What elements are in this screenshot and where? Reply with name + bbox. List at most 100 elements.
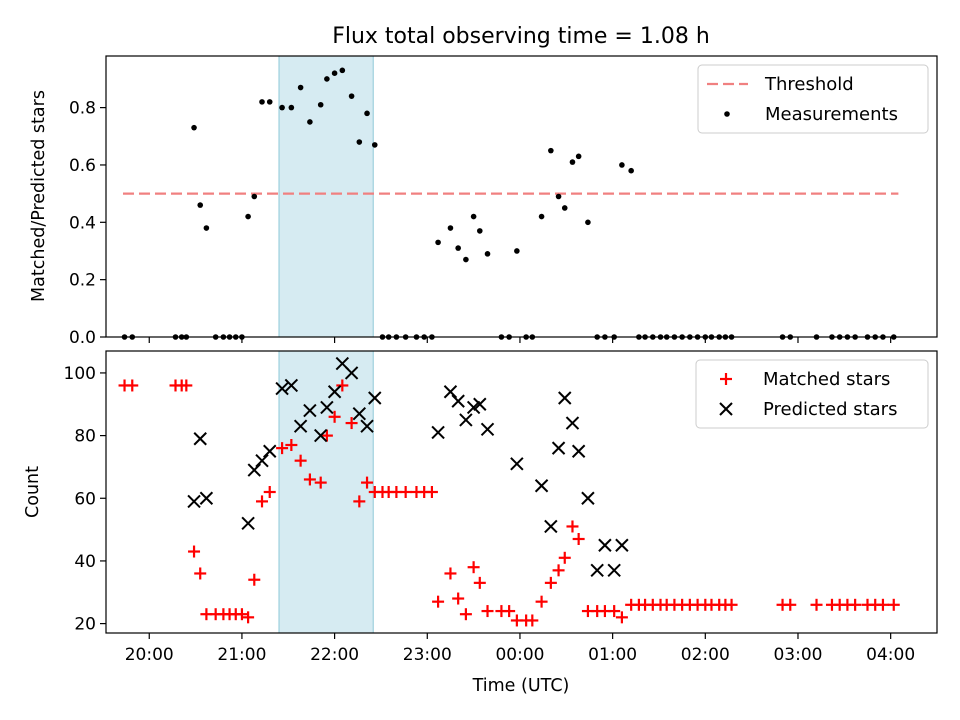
matched-star-point bbox=[285, 439, 298, 451]
measurement-point bbox=[371, 142, 378, 148]
predicted-star-point-b bbox=[581, 491, 595, 505]
chart-title: Flux total observing time = 1.08 h bbox=[332, 24, 710, 49]
predicted-star-point-b bbox=[293, 419, 308, 433]
predicted-star-point bbox=[275, 381, 289, 396]
matched-star-point bbox=[452, 592, 465, 605]
predicted-star-point-b bbox=[352, 406, 367, 421]
predicted-star-point bbox=[551, 441, 566, 455]
matched-star-point bbox=[235, 608, 248, 621]
matched-star-point bbox=[256, 495, 269, 508]
ratio-plot-frame bbox=[105, 55, 938, 338]
matched-star-point bbox=[558, 551, 571, 564]
predicted-star-point-b bbox=[431, 425, 445, 440]
predicted-star-point-b bbox=[187, 494, 201, 509]
measurement-point bbox=[447, 225, 454, 231]
x-tick-label: 01:00 bbox=[588, 645, 637, 665]
predicted-star-point-b bbox=[473, 397, 487, 411]
measurement-point bbox=[191, 124, 197, 131]
predicted-star-point bbox=[255, 453, 269, 468]
predicted-star-point-b bbox=[590, 563, 604, 578]
predicted-star-point-b bbox=[313, 428, 328, 443]
x-tick-label: 02:00 bbox=[681, 645, 730, 665]
ratio-legend-box bbox=[697, 64, 929, 134]
matched-star-point bbox=[336, 379, 349, 392]
measurement-point bbox=[197, 202, 204, 208]
measurement-point bbox=[619, 162, 625, 168]
matched-star-point bbox=[248, 573, 261, 586]
predicted-star-point-b bbox=[534, 479, 549, 493]
count-y-tick-label: 60 bbox=[74, 489, 96, 509]
predicted-star-point-b bbox=[558, 391, 572, 405]
count-highlight-span bbox=[278, 350, 374, 634]
predicted-star-point bbox=[443, 385, 458, 399]
count-x-ticks: 20:00 21:00 22:00 23:00 00:00 01:00 02:00 03:00… bbox=[125, 633, 915, 665]
ratio-y-tick-label: 0.6 bbox=[69, 156, 96, 176]
matched-star-point bbox=[503, 605, 516, 618]
matched-star-point bbox=[188, 545, 201, 558]
predicted-legend-swatch bbox=[719, 402, 733, 416]
predicted-star-point bbox=[510, 457, 524, 471]
predicted-star-point-b bbox=[320, 400, 334, 415]
predicted-star-point-b bbox=[263, 444, 277, 458]
predicted-star-point-b bbox=[335, 356, 350, 371]
matched-star-point bbox=[810, 598, 823, 611]
predicted-star-points bbox=[187, 356, 629, 578]
predicted-star-point bbox=[615, 538, 629, 552]
predicted-star-point bbox=[187, 494, 201, 509]
predicted-star-point-b bbox=[241, 516, 255, 531]
predicted-star-point-b bbox=[368, 391, 382, 405]
measurement-point bbox=[356, 139, 363, 145]
measurement-point bbox=[348, 93, 355, 99]
ratio-highlight-span bbox=[278, 55, 374, 338]
measurement-point bbox=[561, 205, 568, 211]
x-tick-label: 20:00 bbox=[125, 645, 174, 665]
predicted-star-point bbox=[360, 419, 374, 433]
measurement-point bbox=[251, 193, 258, 200]
predicted-star-point-b bbox=[303, 403, 317, 418]
x-tick-label: 22:00 bbox=[310, 645, 359, 665]
predicted-star-point-b bbox=[344, 366, 359, 380]
matched-star-point bbox=[566, 520, 579, 533]
measurement-point bbox=[575, 153, 582, 160]
measurements-legend-label: Measurements bbox=[765, 104, 898, 125]
ratio-y-axis-label: Matched/Predicted stars bbox=[29, 90, 49, 302]
predicted-star-point bbox=[241, 516, 255, 531]
measurement-point bbox=[203, 225, 210, 231]
measurement-point bbox=[266, 99, 273, 105]
predicted-star-point bbox=[607, 563, 621, 578]
count-y-tick-label: 40 bbox=[74, 552, 96, 572]
predicted-star-point bbox=[344, 366, 359, 380]
matched-star-point bbox=[552, 564, 565, 577]
count-legend: Matched stars Predicted stars bbox=[695, 359, 929, 429]
predicted-star-point bbox=[565, 416, 580, 430]
predicted-star-point-b bbox=[284, 378, 299, 393]
matched-legend-swatch bbox=[720, 373, 732, 385]
matched-legend-label: Matched stars bbox=[763, 369, 890, 390]
predicted-star-point bbox=[320, 400, 334, 415]
predicted-star-point-b bbox=[510, 457, 524, 471]
matched-star-point bbox=[314, 476, 327, 489]
predicted-legend-label: Predicted stars bbox=[763, 399, 897, 420]
matched-star-point bbox=[126, 379, 139, 392]
count-legend-box bbox=[695, 359, 929, 429]
matched-star-point bbox=[876, 598, 889, 611]
matched-star-point bbox=[180, 379, 193, 392]
measurement-point bbox=[455, 245, 461, 251]
predicted-star-point bbox=[473, 397, 487, 411]
measurement-point bbox=[317, 101, 324, 108]
predicted-star-point-b bbox=[193, 432, 207, 446]
predicted-star-point bbox=[480, 422, 495, 437]
matched-star-point bbox=[399, 486, 412, 498]
matched-star-points bbox=[118, 379, 900, 627]
predicted-star-point-b bbox=[598, 538, 612, 552]
measurement-point bbox=[470, 213, 477, 220]
matched-star-point bbox=[473, 576, 486, 589]
predicted-star-point-b bbox=[551, 441, 566, 455]
measurement-point bbox=[288, 104, 295, 111]
x-tick-label: 23:00 bbox=[403, 645, 452, 665]
measurement-point bbox=[628, 167, 634, 174]
measurement-point bbox=[476, 228, 483, 234]
count-y-tick-label: 80 bbox=[74, 427, 96, 447]
matched-star-point bbox=[526, 614, 539, 627]
matched-star-point bbox=[615, 611, 628, 624]
